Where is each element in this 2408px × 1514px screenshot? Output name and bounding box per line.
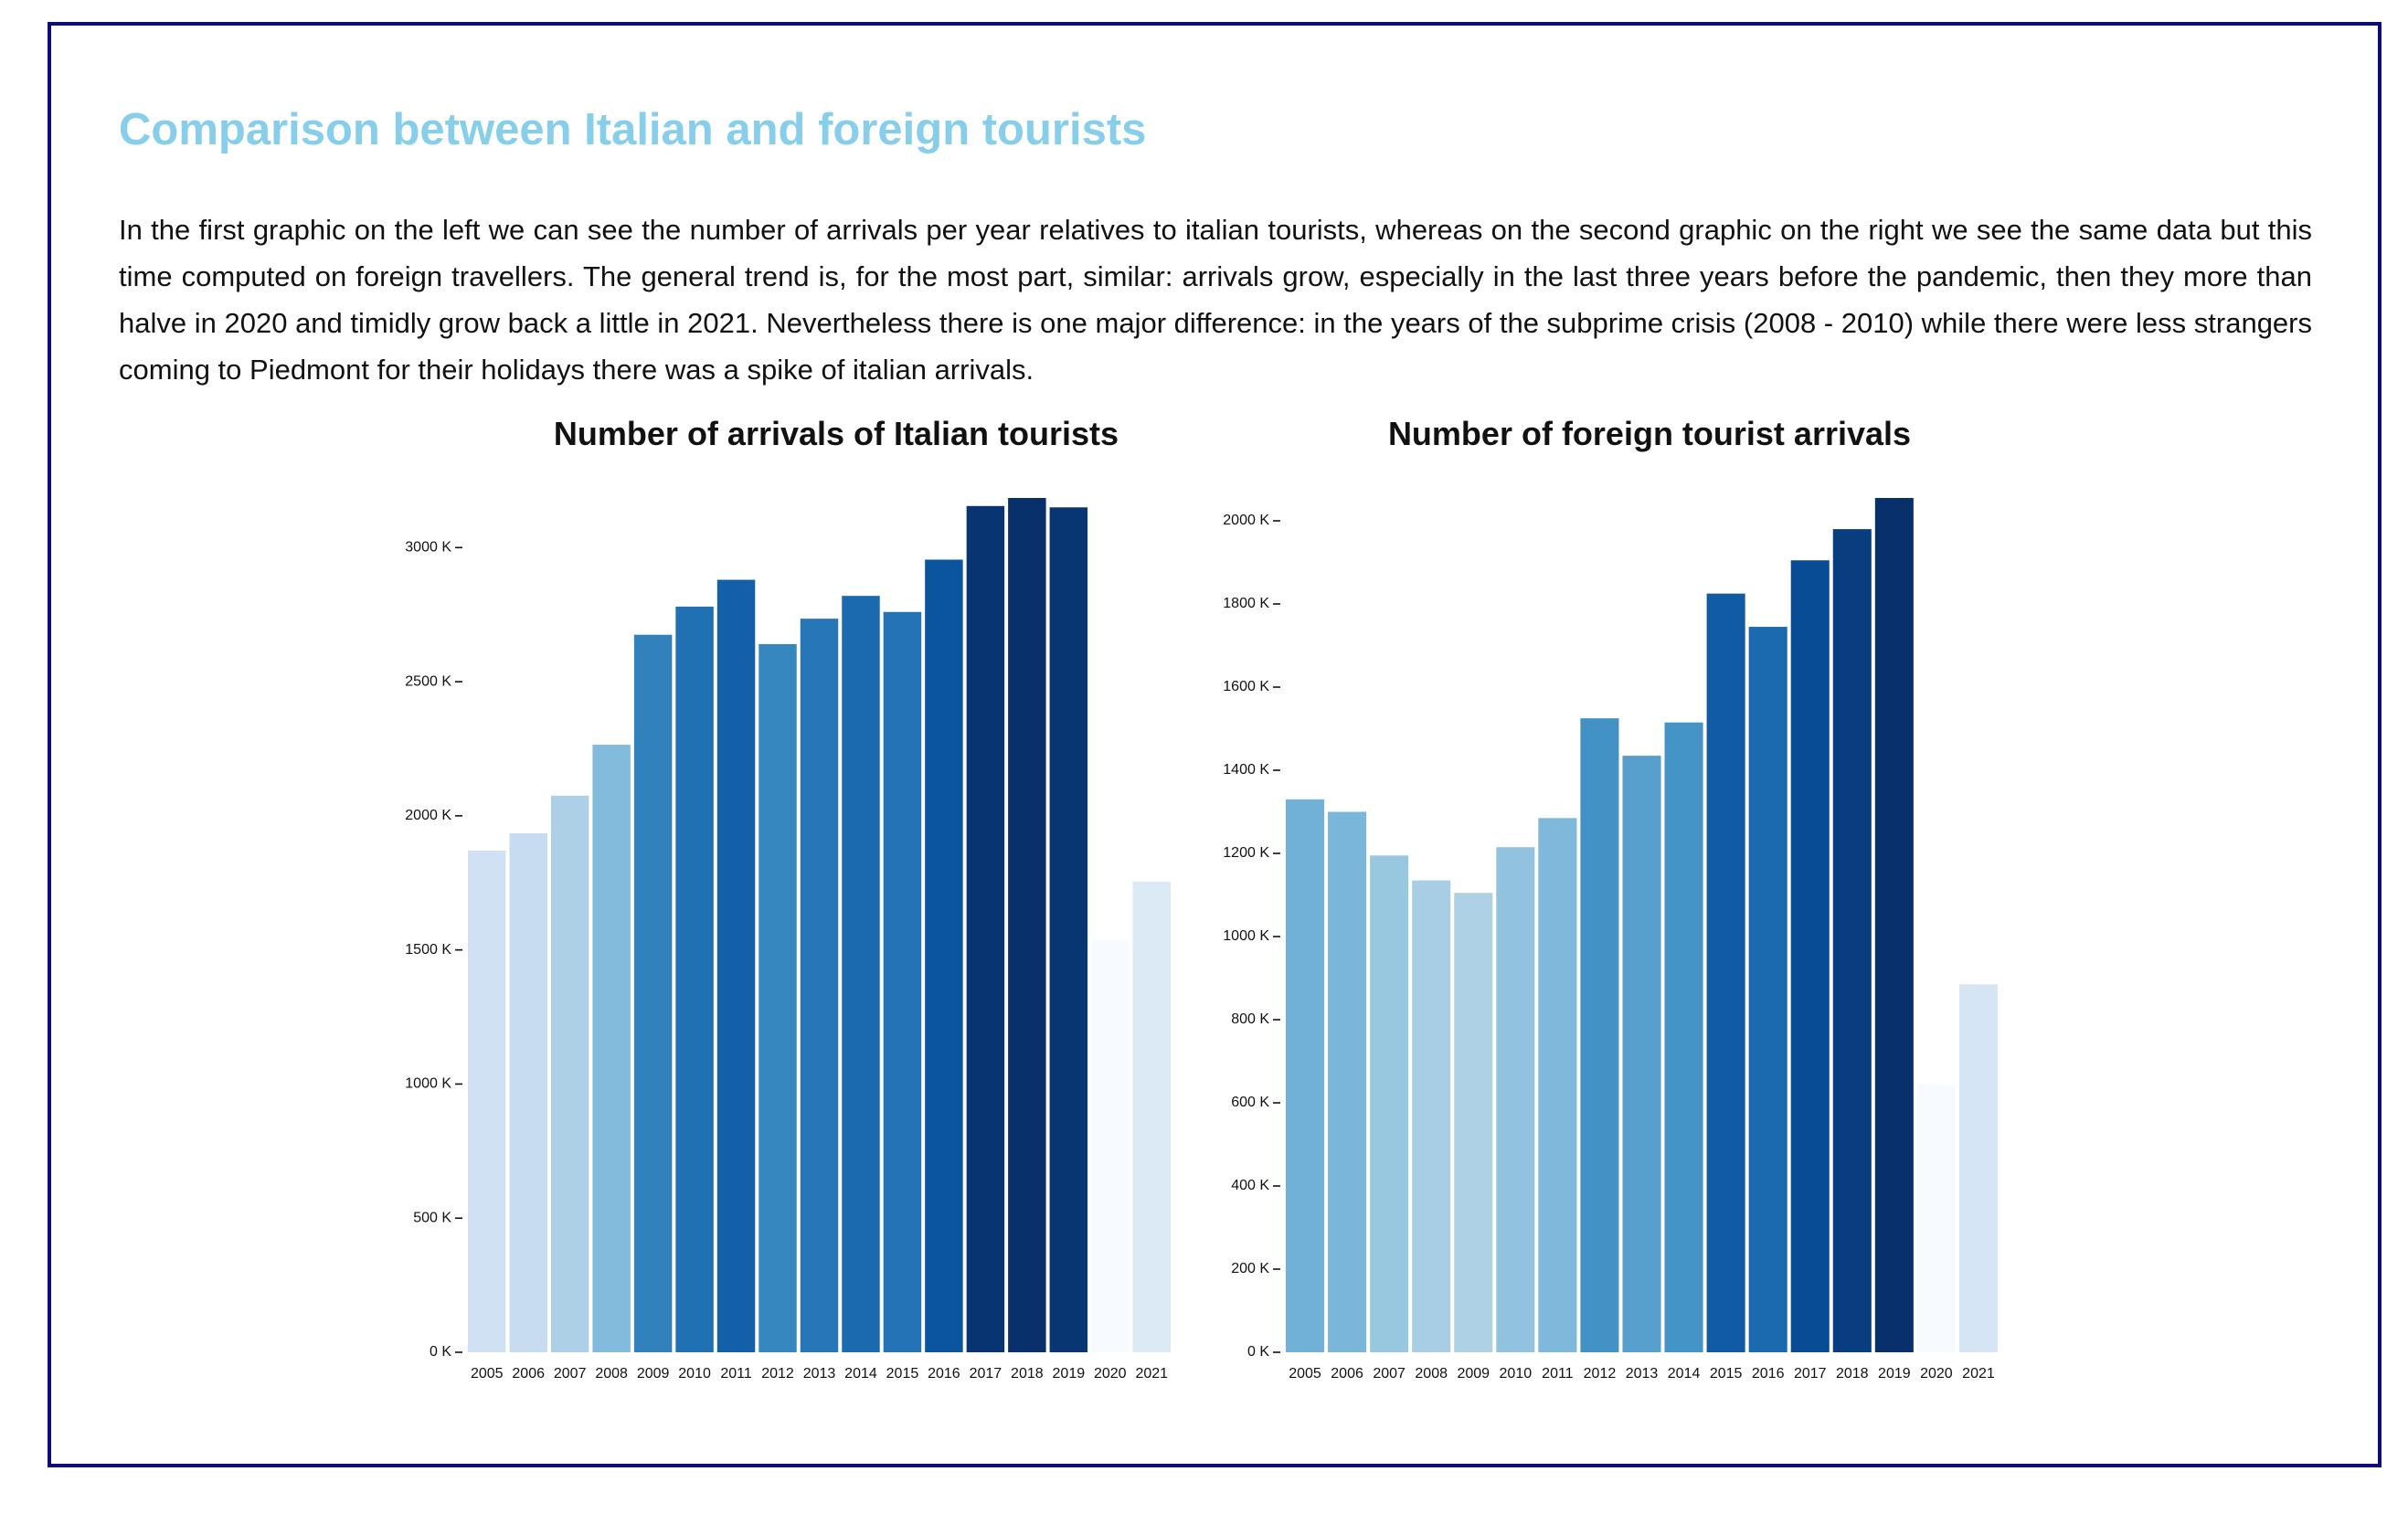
foreign-bar-2007[interactable] — [1370, 855, 1409, 1352]
italian-x-tick-label: 2010 — [678, 1366, 711, 1382]
foreign-bar-2016[interactable] — [1748, 627, 1787, 1352]
foreign-x-tick-label: 2009 — [1457, 1366, 1490, 1382]
italian-x-tick-label: 2020 — [1094, 1366, 1127, 1382]
italian-y-tick-label: 1000 K — [405, 1076, 451, 1092]
foreign-x-axis: 2005 2006 2007 2008 2009 2010 2011 2012 2013 2014… — [1289, 1366, 1995, 1382]
italian-bar-2015[interactable] — [883, 611, 922, 1352]
italian-x-tick-label: 2014 — [844, 1366, 877, 1382]
italian-x-tick-label: 2015 — [886, 1366, 919, 1382]
italian-x-tick-label: 2017 — [970, 1366, 1002, 1382]
foreign-y-tick-label: 600 K — [1231, 1095, 1269, 1110]
italian-x-tick-label: 2018 — [1011, 1366, 1044, 1382]
italian-bar-2012[interactable] — [758, 643, 797, 1352]
italian-y-tick-label: 500 K — [413, 1210, 451, 1225]
italian-bar-2008[interactable] — [592, 745, 631, 1352]
foreign-x-tick-label: 2016 — [1752, 1366, 1785, 1382]
italian-x-tick-label: 2008 — [595, 1366, 628, 1382]
foreign-x-tick-label: 2021 — [1962, 1366, 1995, 1382]
foreign-y-tick-label: 1800 K — [1223, 596, 1269, 611]
italian-x-tick-label: 2021 — [1135, 1366, 1168, 1382]
italian-arrivals-chart: Number of arrivals of Italian tourists 0 … — [405, 415, 1171, 1382]
italian-x-tick-label: 2016 — [928, 1366, 960, 1382]
italian-bar-2014[interactable] — [842, 596, 880, 1352]
italian-bar-2006[interactable] — [509, 832, 547, 1352]
italian-bar-2017[interactable] — [966, 505, 1005, 1352]
italian-y-tick-label: 3000 K — [405, 540, 451, 556]
italian-bars — [468, 498, 1171, 1352]
foreign-x-tick-label: 2011 — [1542, 1366, 1574, 1382]
foreign-y-tick-label: 200 K — [1231, 1261, 1269, 1276]
foreign-bar-2010[interactable] — [1496, 847, 1535, 1352]
italian-x-tick-label: 2005 — [471, 1366, 504, 1382]
italian-x-axis: 2005 2006 2007 2008 2009 2010 2011 2012 2013 2014… — [471, 1366, 1168, 1382]
italian-y-tick-label: 2000 K — [405, 808, 451, 823]
foreign-x-tick-label: 2010 — [1500, 1366, 1533, 1382]
italian-x-tick-label: 2009 — [637, 1366, 670, 1382]
italian-y-tick-label: 0 K — [430, 1344, 451, 1360]
foreign-y-tick-label: 1400 K — [1223, 762, 1269, 778]
foreign-bar-2015[interactable] — [1706, 593, 1745, 1352]
foreign-y-tick-label: 2000 K — [1223, 513, 1269, 528]
foreign-x-tick-label: 2017 — [1794, 1366, 1827, 1382]
foreign-bar-2019[interactable] — [1874, 498, 1914, 1352]
foreign-x-tick-label: 2013 — [1626, 1366, 1659, 1382]
foreign-y-tick-label: 1200 K — [1223, 845, 1269, 861]
italian-y-axis: 0 K 500 K 1000 K 1500 K 2000 K 2500 K 3000 K — [405, 540, 462, 1360]
italian-bar-2013[interactable] — [800, 619, 839, 1352]
foreign-y-axis: 0 K 200 K 400 K 600 K 800 K 1000 K 1200 K 1400 … — [1223, 513, 1280, 1360]
foreign-x-tick-label: 2012 — [1584, 1366, 1617, 1382]
italian-x-tick-label: 2011 — [720, 1366, 752, 1382]
foreign-bar-2021[interactable] — [1958, 984, 1998, 1352]
foreign-x-tick-label: 2020 — [1920, 1366, 1953, 1382]
foreign-y-tick-label: 0 K — [1247, 1344, 1269, 1360]
foreign-bar-2009[interactable] — [1454, 893, 1493, 1352]
foreign-bar-2017[interactable] — [1790, 560, 1830, 1352]
italian-bar-2009[interactable] — [633, 634, 673, 1352]
italian-x-tick-label: 2013 — [803, 1366, 836, 1382]
italian-bar-2005[interactable] — [468, 851, 506, 1352]
foreign-x-tick-label: 2019 — [1878, 1366, 1911, 1382]
foreign-y-tick-label: 400 K — [1231, 1178, 1269, 1193]
italian-bar-2016[interactable] — [925, 559, 963, 1352]
foreign-bar-2008[interactable] — [1412, 880, 1451, 1352]
foreign-chart-title: Number of foreign tourist arrivals — [1388, 415, 1911, 452]
foreign-bar-2011[interactable] — [1538, 818, 1577, 1352]
foreign-x-tick-label: 2018 — [1836, 1366, 1869, 1382]
italian-bar-2019[interactable] — [1049, 507, 1088, 1352]
foreign-x-tick-label: 2007 — [1373, 1366, 1406, 1382]
foreign-bars — [1286, 498, 1998, 1352]
foreign-x-tick-label: 2005 — [1289, 1366, 1321, 1382]
italian-bar-2021[interactable] — [1132, 881, 1171, 1352]
italian-bar-2011[interactable] — [716, 579, 756, 1352]
page-description: In the first graphic on the left we can … — [119, 214, 2312, 386]
foreign-y-tick-label: 1000 K — [1223, 928, 1269, 944]
foreign-x-tick-label: 2006 — [1331, 1366, 1363, 1382]
content-frame: Comparison between Italian and foreign t… — [48, 22, 2381, 1467]
foreign-bar-2005[interactable] — [1286, 799, 1325, 1352]
italian-x-tick-label: 2007 — [554, 1366, 587, 1382]
foreign-bar-2013[interactable] — [1622, 756, 1661, 1352]
italian-bar-2010[interactable] — [675, 606, 714, 1352]
italian-y-tick-label: 1500 K — [405, 942, 451, 958]
foreign-x-tick-label: 2015 — [1710, 1366, 1743, 1382]
italian-x-tick-label: 2012 — [761, 1366, 794, 1382]
foreign-bar-2014[interactable] — [1664, 722, 1703, 1352]
foreign-bar-2012[interactable] — [1580, 718, 1619, 1352]
foreign-bar-2020[interactable] — [1916, 1084, 1956, 1352]
italian-bar-2018[interactable] — [1008, 498, 1046, 1352]
foreign-x-tick-label: 2014 — [1668, 1366, 1701, 1382]
foreign-y-tick-label: 800 K — [1231, 1011, 1269, 1027]
italian-bar-2007[interactable] — [550, 795, 589, 1352]
italian-chart-title: Number of arrivals of Italian tourists — [554, 415, 1119, 452]
foreign-y-tick-label: 1600 K — [1223, 679, 1269, 694]
foreign-arrivals-chart: Number of foreign tourist arrivals 0 K 200… — [1223, 415, 1998, 1382]
italian-bar-2020[interactable] — [1091, 940, 1130, 1352]
italian-y-tick-label: 2500 K — [405, 673, 451, 689]
italian-x-tick-label: 2019 — [1053, 1366, 1086, 1382]
page-title: Comparison between Italian and foreign t… — [119, 105, 1147, 154]
italian-x-tick-label: 2006 — [512, 1366, 545, 1382]
foreign-x-tick-label: 2008 — [1415, 1366, 1448, 1382]
foreign-bar-2018[interactable] — [1832, 529, 1872, 1352]
foreign-bar-2006[interactable] — [1328, 811, 1367, 1352]
